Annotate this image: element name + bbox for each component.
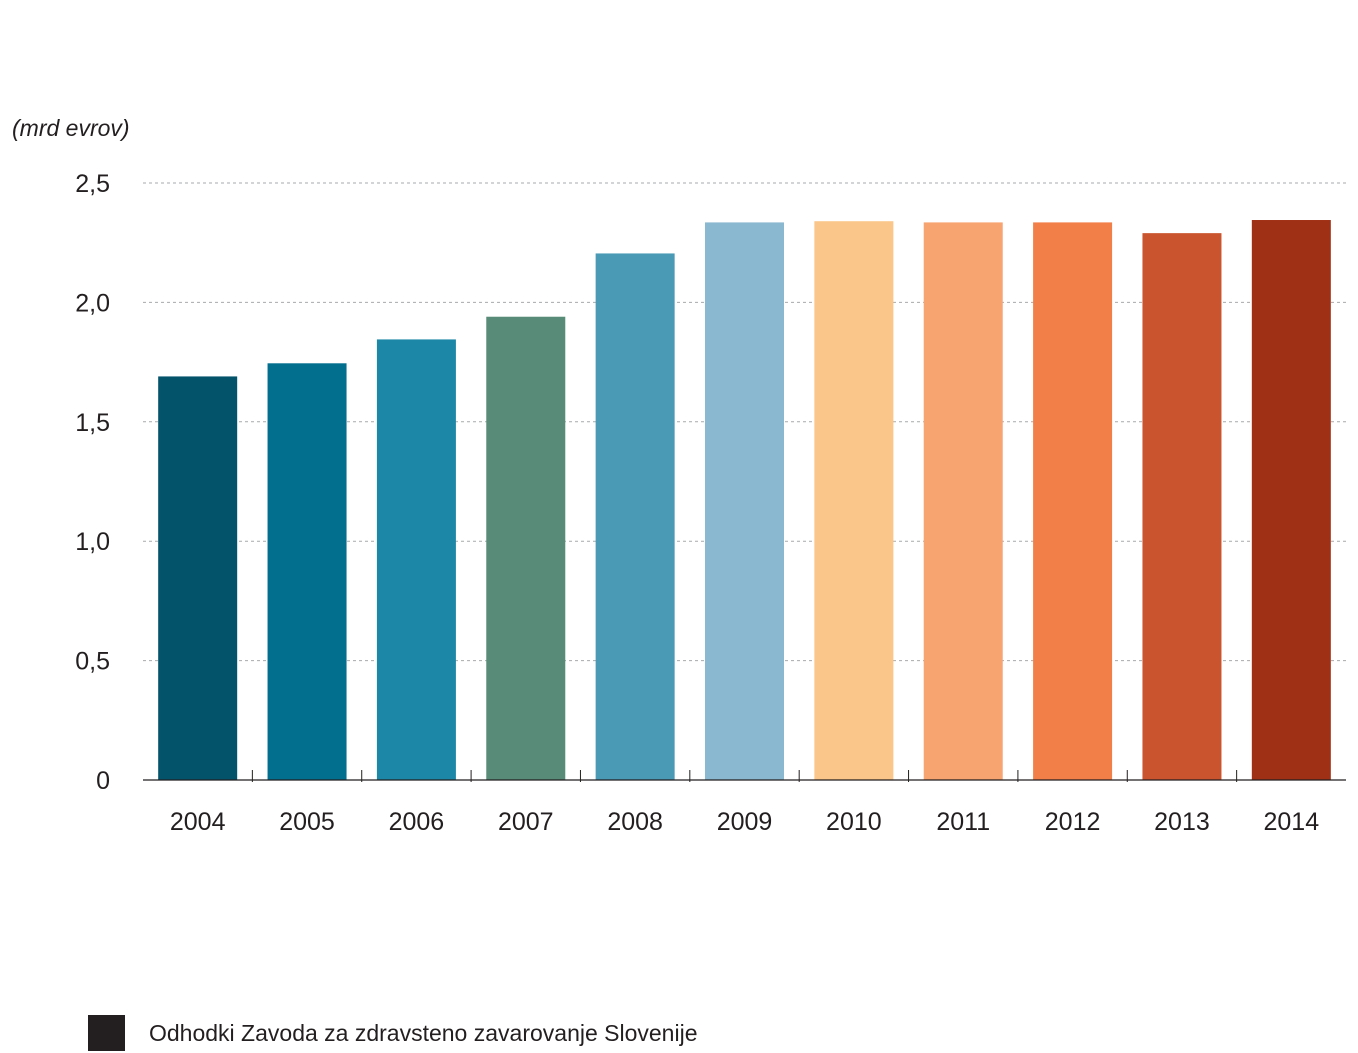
x-tick-label: 2004 xyxy=(170,808,226,836)
y-axis-ticks: 0 0,5 1,0 1,5 2,0 2,5 xyxy=(75,170,110,795)
y-axis-unit-label: (mrd evrov) xyxy=(12,115,130,141)
x-tick-label: 2013 xyxy=(1154,808,1210,836)
y-tick-label: 0 xyxy=(96,767,110,795)
x-tick-label: 2008 xyxy=(607,808,663,836)
bar-2008 xyxy=(595,253,675,781)
y-tick-label: 2,0 xyxy=(75,289,110,317)
bar-2014 xyxy=(1251,220,1331,780)
y-tick-label: 0,5 xyxy=(75,648,110,676)
bar-2004 xyxy=(158,376,238,780)
x-axis: 2004 2005 2006 2007 2008 2009 2010 2011 2012 2013… xyxy=(143,770,1346,836)
x-tick-label: 2007 xyxy=(498,808,554,836)
legend-label: Odhodki Zavoda za zdravsteno zavarovanje… xyxy=(149,1019,698,1046)
bar-2013 xyxy=(1142,233,1222,780)
legend: Odhodki Zavoda za zdravsteno zavarovanje… xyxy=(88,1015,698,1051)
x-tick-label: 2006 xyxy=(389,808,445,836)
x-tick-label: 2012 xyxy=(1045,808,1101,836)
y-tick-label: 2,5 xyxy=(75,170,110,198)
bar-2006 xyxy=(376,339,456,780)
bar-2010 xyxy=(814,221,894,780)
x-tick-label: 2009 xyxy=(717,808,773,836)
bar-2005 xyxy=(267,363,347,780)
legend-swatch xyxy=(88,1015,125,1051)
bars xyxy=(158,220,1331,781)
x-tick-label: 2005 xyxy=(279,808,335,836)
bar-2011 xyxy=(923,222,1003,781)
x-tick-label: 2014 xyxy=(1264,808,1320,836)
bar-2007 xyxy=(486,316,566,780)
bar-2009 xyxy=(705,222,784,781)
y-tick-label: 1,5 xyxy=(75,409,110,437)
y-tick-label: 1,0 xyxy=(75,528,110,556)
x-tick-label: 2011 xyxy=(936,808,990,836)
bar-2012 xyxy=(1033,222,1113,781)
x-tick-label: 2010 xyxy=(826,808,882,836)
